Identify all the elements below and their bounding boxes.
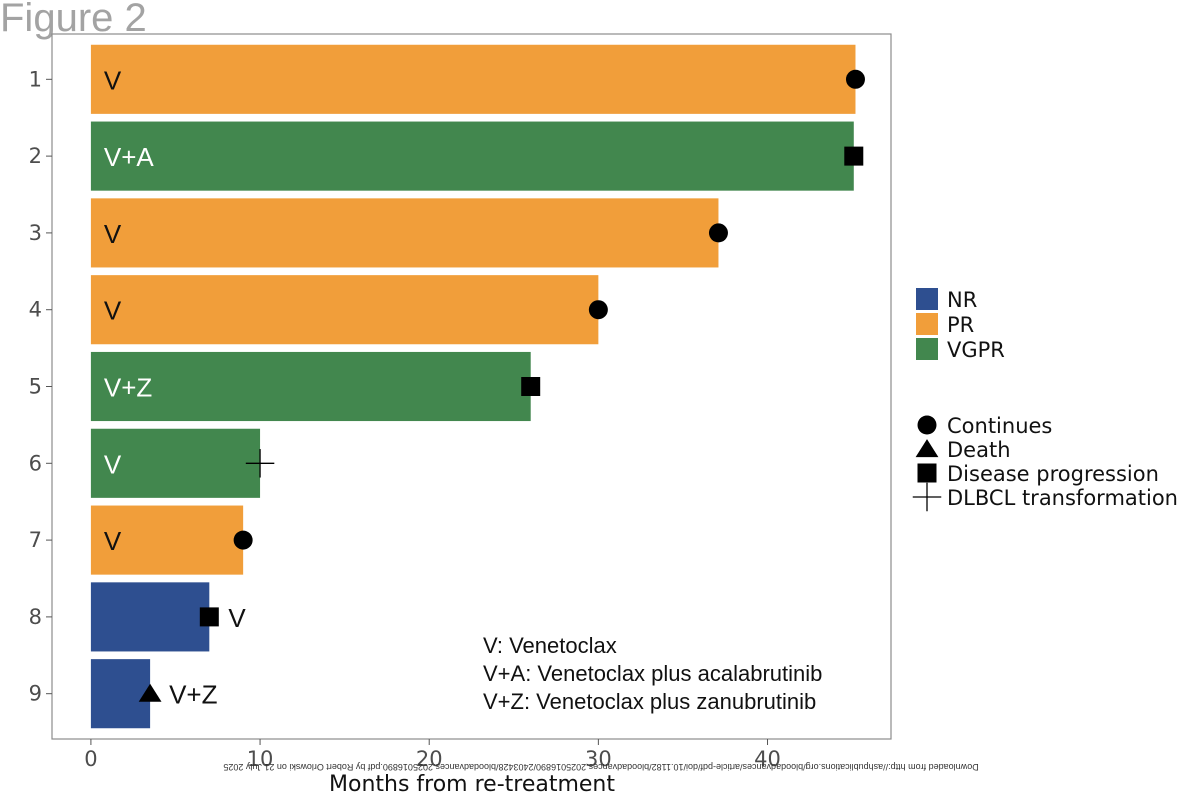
x-tick-label: 0: [84, 747, 97, 771]
download-watermark: Downloaded from http://ashpublications.o…: [223, 762, 979, 772]
bar: [90, 275, 599, 345]
outcome-marker: [521, 377, 541, 396]
y-tick-label: 4: [29, 298, 42, 322]
bar-regimen-label: V+Z: [104, 373, 153, 403]
legend-label: VGPR: [947, 338, 1005, 362]
bar: [90, 198, 719, 268]
bar: [90, 659, 151, 729]
bar: [90, 44, 856, 114]
bar: [90, 428, 261, 498]
x-tick-label: 40: [754, 747, 781, 771]
bar-regimen-label: V: [104, 526, 122, 556]
axis-layer: 1 2 3 4 5 6 7 8 9 0 10 20 30 40 Months from re-treatme…: [29, 33, 892, 797]
outcome-marker: [199, 607, 219, 627]
regimen-label-layer: V V+A V V V+Z V V V V+Z: [104, 65, 246, 709]
legend-label: PR: [947, 313, 974, 337]
legend-label: Disease progression: [947, 462, 1159, 486]
bar: [90, 121, 854, 191]
legend-label: Continues: [947, 414, 1052, 438]
legend-swatch-nr: [916, 288, 938, 310]
bar-regimen-label: V+Z: [169, 680, 218, 710]
x-tick-label: 20: [416, 747, 443, 771]
outcome-marker: [845, 69, 865, 89]
y-tick-label: 1: [29, 67, 42, 91]
outcome-marker: [233, 530, 253, 550]
bar-regimen-label: V: [104, 449, 122, 479]
y-tick-label: 3: [29, 221, 42, 245]
bar-regimen-label: V: [104, 296, 122, 326]
legend-label: DLBCL transformation: [947, 486, 1178, 510]
outcome-marker-layer: [138, 69, 865, 702]
bar: [90, 351, 531, 422]
outcome-marker: [588, 300, 608, 320]
regimen-annotation: V+Z: Venetoclax plus zanubrutinib: [483, 689, 816, 714]
legend-marker-triangle: [915, 439, 939, 458]
legend-swatch-vgpr: [916, 338, 938, 360]
legend-marker-square: [917, 463, 937, 483]
annotation-layer: V: Venetoclax V+A: Venetoclax plus acalab…: [483, 633, 822, 714]
y-tick-label: 5: [29, 375, 42, 399]
bar: [90, 582, 210, 652]
y-tick-label: 2: [29, 144, 42, 168]
bar-regimen-label: V: [104, 65, 122, 95]
legend-label: NR: [947, 288, 977, 312]
bar-layer: [90, 44, 856, 729]
bar-regimen-label: V+A: [104, 142, 155, 172]
bar-regimen-label: V: [104, 219, 122, 249]
figure-title: Figure 2: [0, 0, 147, 40]
outcome-marker: [708, 223, 728, 243]
regimen-annotation: V: Venetoclax: [483, 633, 617, 658]
x-tick-label: 10: [247, 747, 274, 771]
x-axis-title: Months from re-treatment: [329, 772, 615, 797]
outcome-marker: [138, 683, 162, 702]
y-tick-label: 6: [29, 451, 42, 475]
y-tick-label: 8: [29, 605, 42, 629]
outcome-marker: [844, 146, 864, 166]
regimen-annotation: V+A: Venetoclax plus acalabrutinib: [483, 661, 822, 686]
y-tick-label: 7: [29, 528, 42, 552]
bar: [90, 505, 244, 575]
legend-label: Death: [947, 438, 1011, 462]
legend-marker-circle: [917, 415, 937, 435]
x-tick-label: 30: [585, 747, 612, 771]
legend-swatch-pr: [916, 313, 938, 335]
outcome-marker: [245, 449, 275, 478]
legend-marker-plus: [912, 482, 942, 512]
bar-regimen-label: V: [228, 603, 246, 633]
y-tick-label: 9: [29, 682, 42, 706]
